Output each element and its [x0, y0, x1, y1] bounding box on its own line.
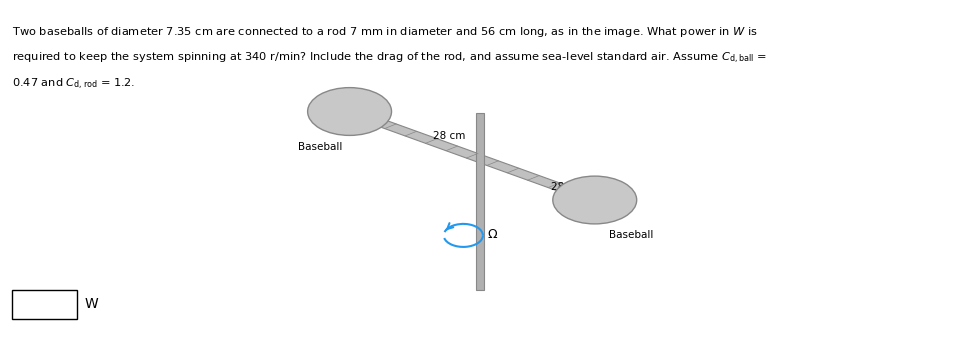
Text: Baseball: Baseball [298, 142, 342, 152]
Text: required to keep the system spinning at 340 r/min? Include the drag of the rod, : required to keep the system spinning at … [12, 51, 767, 66]
FancyBboxPatch shape [12, 290, 77, 319]
Text: Baseball: Baseball [609, 230, 653, 240]
Ellipse shape [553, 176, 637, 224]
Text: 0.47 and $C_\mathrm{d,rod}$ = 1.2.: 0.47 and $C_\mathrm{d,rod}$ = 1.2. [12, 76, 135, 92]
Polygon shape [344, 109, 600, 202]
Ellipse shape [308, 88, 392, 135]
Polygon shape [476, 113, 484, 290]
Text: Two baseballs of diameter 7.35 cm are connected to a rod 7 mm in diameter and 56: Two baseballs of diameter 7.35 cm are co… [12, 25, 758, 39]
Text: 28 cm: 28 cm [433, 131, 466, 141]
Text: W: W [85, 297, 98, 312]
Text: Ω: Ω [488, 228, 497, 241]
Text: 28 cm: 28 cm [552, 182, 584, 192]
